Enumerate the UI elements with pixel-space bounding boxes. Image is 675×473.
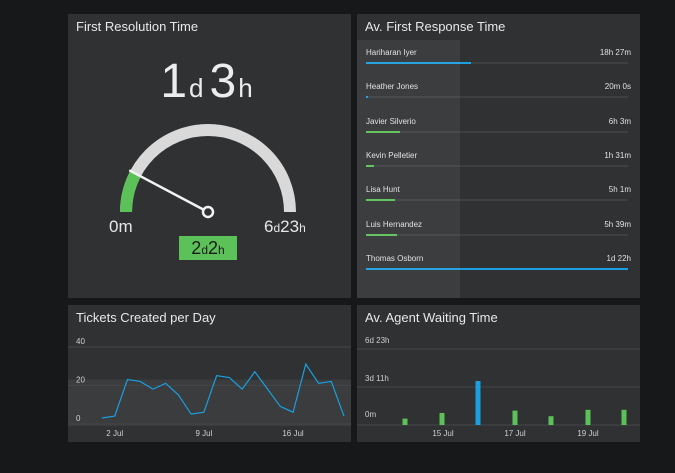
agent-row[interactable]: Kevin Pelletier 1h 31m (366, 151, 631, 181)
badge-days: 2 (191, 238, 202, 258)
gauge-min-label: 0m (109, 217, 133, 236)
tickets-series-line (101, 362, 345, 419)
agent-value: 1d 22h (606, 253, 631, 263)
waiting-x-tick: 15 Jul (432, 429, 454, 438)
first-resolution-title: First Resolution Time (76, 19, 199, 34)
resolution-days: 1 (160, 55, 188, 108)
tickets-chart: 40 20 0 2 Jul 9 Jul 16 Jul (68, 337, 351, 438)
first-resolution-value: 1d 3h (68, 54, 351, 109)
agent-row[interactable]: Luis Hernandez 5h 39m (366, 220, 631, 250)
agent-value: 5h 1m (608, 185, 631, 195)
agent-row[interactable]: Thomas Osborn 1d 22h (366, 254, 631, 284)
tickets-band (68, 379, 351, 426)
badge-hours: 2 (208, 238, 219, 258)
gauge-max-hours-unit: h (299, 221, 306, 235)
waiting-bar (548, 416, 554, 425)
resolution-hours: 3 (209, 55, 237, 108)
tickets-panel: Tickets Created per Day 40 20 0 2 Jul 9 Jul 1… (68, 305, 351, 442)
tickets-y-tick: 0 (76, 414, 81, 423)
gauge-hub (201, 205, 215, 219)
waiting-x-tick: 17 Jul (504, 429, 526, 438)
waiting-bar (621, 409, 627, 425)
agent-bar-track (366, 164, 628, 167)
tickets-x-tick: 16 Jul (282, 429, 304, 438)
waiting-y-tick: 3d 11h (365, 374, 389, 383)
agent-name: Thomas Osborn (366, 253, 424, 263)
agent-bar-track (366, 96, 628, 99)
agent-value: 18h 27m (599, 48, 631, 57)
agent-bar (366, 199, 395, 202)
agent-name: Javier Silverio (366, 116, 416, 126)
waiting-bar (585, 409, 591, 425)
agent-bar (366, 130, 401, 133)
agent-value: 1h 31m (604, 150, 631, 160)
agent-bar (366, 62, 471, 64)
agent-bar (366, 164, 374, 167)
waiting-y-tick: 0m (365, 410, 376, 419)
waiting-bar (475, 381, 481, 425)
agent-bar (366, 96, 368, 99)
agent-bar-track (366, 62, 628, 64)
agent-row[interactable]: Lisa Hunt 5h 1m (366, 185, 631, 215)
agent-bar-track (366, 130, 628, 133)
waiting-title: Av. Agent Waiting Time (365, 310, 498, 325)
agent-value: 5h 39m (604, 219, 631, 229)
agent-row[interactable]: Hariharan Iyer 18h 27m (366, 48, 631, 78)
agent-value: 6h 3m (608, 116, 631, 126)
agent-row[interactable]: Heather Jones 20m 0s (366, 82, 631, 112)
first-resolution-panel: First Resolution Time 1d 3h 0m 6d23h 2d2h (68, 14, 351, 298)
badge-hours-unit: h (218, 243, 225, 257)
tickets-y-tick: 20 (76, 376, 85, 385)
gauge-max-days-unit: d (273, 221, 281, 235)
agent-bar-track (366, 233, 628, 236)
agent-name: Heather Jones (366, 82, 419, 92)
badge-days-unit: d (201, 243, 208, 257)
waiting-chart: 6d 23h 3d 11h 0m 15 Jul 17 Jul 19 Jul (357, 336, 640, 438)
current-value-badge: 2d2h (179, 236, 237, 260)
agent-row[interactable]: Javier Silverio 6h 3m (366, 117, 631, 147)
gauge-max-label: 6d23h (264, 217, 306, 237)
first-response-panel: Av. First Response Time Hariharan Iyer 18… (357, 14, 640, 298)
agent-value: 20m 0s (604, 82, 631, 92)
agent-bar-track (366, 199, 628, 202)
agents-shade-overlay (357, 40, 460, 298)
waiting-bar (402, 418, 408, 425)
agent-name: Luis Hernandez (366, 219, 423, 229)
agent-bar (366, 267, 628, 270)
agent-bar-track (366, 267, 628, 270)
agent-name: Kevin Pelletier (366, 150, 418, 160)
gauge-max-days: 6 (264, 217, 274, 236)
waiting-panel: Av. Agent Waiting Time 6d 23h 3d 11h 0m 15 … (357, 305, 640, 442)
gauge-needle (128, 169, 210, 214)
first-response-title: Av. First Response Time (365, 19, 506, 34)
waiting-bar (512, 410, 518, 425)
tickets-x-tick: 2 Jul (106, 429, 123, 438)
gauge-max-hours: 23 (280, 217, 300, 236)
gauge-fill (120, 170, 141, 213)
tickets-y-tick: 40 (76, 337, 85, 346)
tickets-x-tick: 9 Jul (195, 429, 212, 438)
waiting-x-tick: 19 Jul (577, 429, 599, 438)
waiting-y-tick: 6d 23h (365, 336, 389, 345)
tickets-title: Tickets Created per Day (76, 310, 216, 325)
agent-name: Lisa Hunt (366, 185, 400, 195)
agent-name: Hariharan Iyer (366, 48, 417, 57)
resolution-gauge (120, 124, 296, 219)
gauge-track (120, 124, 296, 213)
waiting-bar (439, 413, 445, 425)
resolution-days-unit: d (189, 73, 204, 103)
agent-bar (366, 233, 398, 236)
resolution-hours-unit: h (238, 73, 253, 103)
